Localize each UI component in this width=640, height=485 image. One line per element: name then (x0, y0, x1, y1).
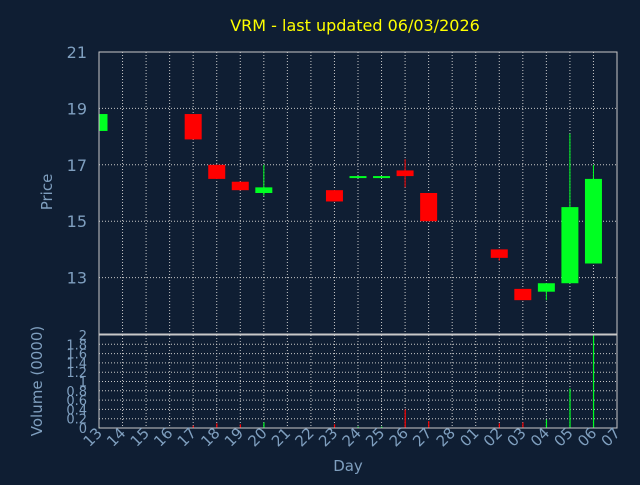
volume-tick-label: 2 (79, 329, 87, 344)
candles (98, 114, 602, 301)
volume-tick-label: 0.2 (66, 413, 87, 428)
volume-bar (381, 426, 383, 428)
candle-body (584, 178, 602, 264)
volume-tick-labels: 00.20.40.60.811.21.41.61.82 (66, 329, 87, 437)
grid-lines (98, 51, 618, 429)
volume-tick-label: 1 (79, 376, 87, 391)
volume-axis-label: Volume (0000) (28, 326, 46, 436)
volume-bar (216, 423, 218, 428)
price-tick-label: 19 (67, 99, 87, 118)
candle-body (349, 176, 367, 179)
candle-body (561, 207, 579, 284)
volume-bar (192, 425, 194, 428)
volume-bar (357, 426, 359, 428)
candle-body (99, 114, 108, 131)
y-axis-label: Price (38, 174, 56, 211)
price-tick-label: 13 (67, 269, 87, 288)
candle-body (208, 164, 226, 179)
candle-body (490, 249, 508, 258)
x-tick-labels: 1314151617181920212223242526272801020304… (80, 424, 624, 450)
volume-bar (569, 388, 571, 428)
candle-body (373, 176, 391, 179)
price-tick-label: 15 (67, 212, 87, 231)
price-tick-label: 21 (67, 43, 87, 62)
volume-bar (522, 422, 524, 428)
volume-tick-label: 1.2 (66, 366, 87, 381)
volume-tick-label: 0.6 (66, 394, 87, 409)
volume-bar (404, 409, 406, 428)
price-tick-label: 17 (67, 156, 87, 175)
candle-body (184, 114, 202, 140)
volume-tick-label: 0.8 (66, 385, 87, 400)
chart-title: VRM - last updated 06/03/2026 (230, 16, 480, 35)
candle-body (420, 193, 438, 222)
candle-body (325, 190, 343, 202)
price-tick-labels: 13 15 17 19 21 (67, 43, 87, 288)
candle-body (231, 181, 249, 191)
volume-tick-label: 0 (79, 422, 87, 437)
volume-tick-label: 1.4 (66, 357, 87, 372)
price-panel-frame (98, 51, 618, 335)
volume-panel-frame (98, 334, 618, 429)
volume-bar (545, 419, 548, 428)
volume-bar (239, 424, 241, 428)
plot-frame (98, 51, 618, 429)
volume-bar (592, 335, 595, 428)
volume-bar (263, 422, 265, 428)
volume-tick-label: 1.8 (66, 338, 87, 353)
volume-bars (98, 335, 595, 429)
candle-body (255, 187, 273, 193)
candle-body (514, 288, 532, 301)
volume-bar (428, 421, 430, 428)
volume-bar (498, 423, 500, 428)
volume-tick-label: 1.6 (66, 348, 87, 363)
volume-tick-label: 0.4 (66, 403, 87, 418)
candle-body (537, 283, 555, 292)
x-axis-label: Day (333, 457, 363, 475)
candle-body (396, 170, 414, 177)
volume-bar (333, 424, 336, 428)
